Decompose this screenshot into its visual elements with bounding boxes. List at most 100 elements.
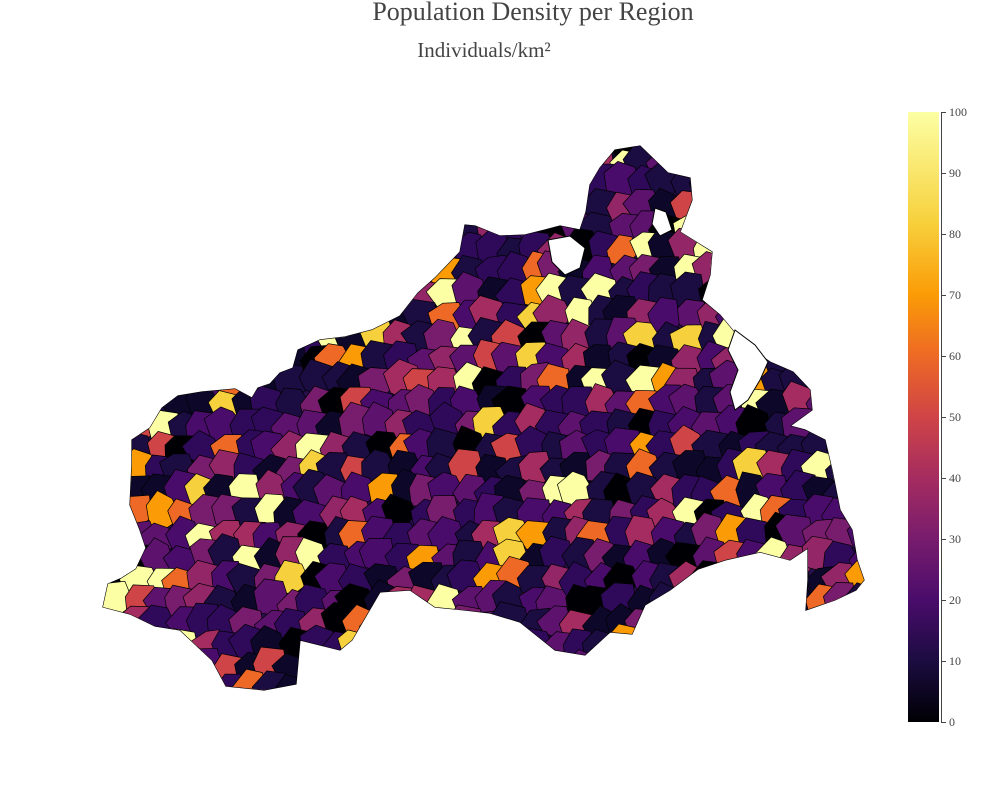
region-polygon[interactable] xyxy=(650,648,686,682)
region-polygon[interactable] xyxy=(142,170,179,205)
region-polygon[interactable] xyxy=(672,121,708,155)
region-polygon[interactable] xyxy=(843,186,883,223)
region-polygon[interactable] xyxy=(757,124,797,163)
region-polygon[interactable] xyxy=(388,120,425,159)
region-polygon[interactable] xyxy=(823,646,860,684)
region-polygon[interactable] xyxy=(798,164,837,198)
region-polygon[interactable] xyxy=(429,209,467,248)
region-polygon[interactable] xyxy=(758,674,794,712)
region-polygon[interactable] xyxy=(844,256,883,289)
region-polygon[interactable] xyxy=(251,670,290,705)
region-polygon[interactable] xyxy=(424,185,465,225)
region-polygon[interactable] xyxy=(732,252,772,286)
region-polygon[interactable] xyxy=(402,623,441,665)
region-polygon[interactable] xyxy=(100,628,137,664)
region-polygon[interactable] xyxy=(274,145,313,184)
region-polygon[interactable] xyxy=(229,345,265,380)
region-polygon[interactable] xyxy=(475,125,509,162)
region-polygon[interactable] xyxy=(714,140,755,177)
region-polygon[interactable] xyxy=(827,190,862,224)
region-polygon[interactable] xyxy=(122,343,157,377)
region-polygon[interactable] xyxy=(118,381,154,418)
region-polygon[interactable] xyxy=(782,628,821,665)
region-polygon[interactable] xyxy=(822,387,856,425)
region-polygon[interactable] xyxy=(209,318,246,357)
region-polygon[interactable] xyxy=(410,124,449,160)
region-polygon[interactable] xyxy=(708,163,747,204)
region-polygon[interactable] xyxy=(182,234,220,273)
region-polygon[interactable] xyxy=(807,318,846,354)
region-polygon[interactable] xyxy=(188,279,224,316)
region-polygon[interactable] xyxy=(781,255,817,292)
region-polygon[interactable] xyxy=(95,513,135,552)
region-polygon[interactable] xyxy=(848,404,884,444)
region-polygon[interactable] xyxy=(842,626,883,663)
region-polygon[interactable] xyxy=(842,390,880,425)
region-polygon[interactable] xyxy=(735,276,773,312)
region-polygon[interactable] xyxy=(760,206,796,247)
region-polygon[interactable] xyxy=(430,653,468,688)
region-polygon[interactable] xyxy=(228,268,265,309)
region-polygon[interactable] xyxy=(472,622,513,663)
region-polygon[interactable] xyxy=(828,318,865,353)
region-polygon[interactable] xyxy=(78,299,114,336)
region-polygon[interactable] xyxy=(804,344,840,384)
region-polygon[interactable] xyxy=(472,170,507,204)
region-polygon[interactable] xyxy=(233,320,270,359)
region-polygon[interactable] xyxy=(114,278,156,314)
region-polygon[interactable] xyxy=(204,345,245,383)
region-polygon[interactable] xyxy=(826,343,864,376)
region-polygon[interactable] xyxy=(274,168,314,203)
region-polygon[interactable] xyxy=(736,209,775,243)
region-polygon[interactable] xyxy=(78,323,117,362)
region-polygon[interactable] xyxy=(690,584,730,623)
region-polygon[interactable] xyxy=(100,337,136,378)
region-polygon[interactable] xyxy=(516,189,556,230)
region-polygon[interactable] xyxy=(406,165,444,204)
region-polygon[interactable] xyxy=(848,493,887,532)
region-polygon[interactable] xyxy=(823,252,859,288)
region-polygon[interactable] xyxy=(188,297,226,334)
region-polygon[interactable] xyxy=(783,142,824,181)
region-polygon[interactable] xyxy=(519,146,556,180)
region-polygon[interactable] xyxy=(451,653,491,690)
region-polygon[interactable] xyxy=(144,295,181,332)
region-polygon[interactable] xyxy=(491,145,529,178)
region-polygon[interactable] xyxy=(800,607,840,642)
region-polygon[interactable] xyxy=(709,601,746,637)
region-polygon[interactable] xyxy=(341,295,379,333)
region-polygon[interactable] xyxy=(360,646,397,682)
region-polygon[interactable] xyxy=(622,672,661,705)
region-polygon[interactable] xyxy=(124,118,160,156)
region-polygon[interactable] xyxy=(426,164,463,200)
region-polygon[interactable] xyxy=(563,125,598,158)
region-polygon[interactable] xyxy=(405,148,444,185)
region-polygon[interactable] xyxy=(763,653,798,690)
region-polygon[interactable] xyxy=(144,322,185,356)
region-polygon[interactable] xyxy=(645,666,683,705)
region-polygon[interactable] xyxy=(600,670,641,705)
region-polygon[interactable] xyxy=(383,159,421,201)
region-polygon[interactable] xyxy=(97,651,130,690)
region-polygon[interactable] xyxy=(536,146,572,183)
region-polygon[interactable] xyxy=(757,294,797,333)
region-polygon[interactable] xyxy=(536,669,574,708)
region-polygon[interactable] xyxy=(845,475,883,510)
region-polygon[interactable] xyxy=(98,118,135,155)
region-polygon[interactable] xyxy=(845,295,883,334)
region-polygon[interactable] xyxy=(390,673,424,715)
region-polygon[interactable] xyxy=(383,211,422,251)
region-polygon[interactable] xyxy=(191,145,227,185)
region-polygon[interactable] xyxy=(775,674,815,715)
region-polygon[interactable] xyxy=(298,228,337,265)
region-polygon[interactable] xyxy=(77,167,113,205)
region-polygon[interactable] xyxy=(161,316,197,353)
region-polygon[interactable] xyxy=(341,146,376,182)
region-polygon[interactable] xyxy=(273,277,311,315)
region-polygon[interactable] xyxy=(450,167,484,203)
region-polygon[interactable] xyxy=(843,362,881,403)
region-polygon[interactable] xyxy=(141,345,176,383)
region-polygon[interactable] xyxy=(96,382,137,419)
region-polygon[interactable] xyxy=(762,563,802,599)
region-polygon[interactable] xyxy=(717,249,754,287)
